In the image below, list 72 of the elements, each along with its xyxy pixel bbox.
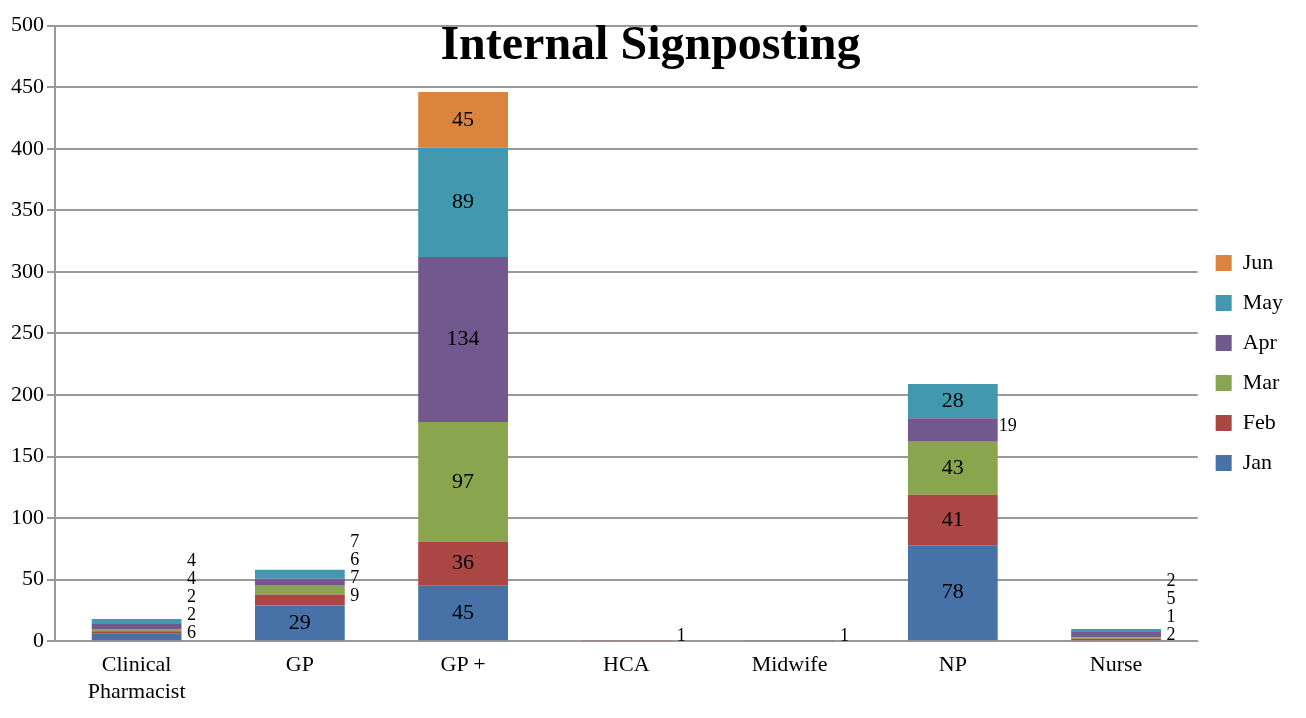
bar (254, 569, 345, 579)
bar (907, 383, 998, 419)
bar (1071, 631, 1161, 638)
y-tick-label: 500 (11, 11, 44, 37)
y-tick-label: 450 (11, 72, 44, 98)
y-tick-label: 250 (11, 319, 44, 345)
bar (254, 605, 345, 641)
data-label: 6 (350, 548, 360, 569)
bar (418, 422, 508, 542)
data-label: 28 (941, 386, 964, 412)
data-label: 134 (446, 325, 480, 351)
chart-title: Internal Signposting (440, 16, 861, 70)
bar (91, 623, 182, 629)
legend-label: Jun (1242, 248, 1274, 274)
legend-label: Feb (1242, 408, 1276, 434)
data-label: 89 (452, 188, 475, 214)
y-tick-label: 300 (11, 257, 44, 283)
data-label: 7 (350, 566, 360, 587)
bar (418, 585, 508, 641)
data-label: 1 (1166, 606, 1176, 627)
bar (254, 585, 345, 595)
bar (254, 594, 345, 606)
data-label: 36 (452, 549, 475, 575)
x-tick-label: GP (285, 651, 314, 677)
data-label: 43 (941, 454, 964, 479)
data-label: 97 (452, 467, 475, 493)
bar (91, 619, 182, 624)
bar (418, 147, 508, 258)
data-label: 6 (187, 621, 197, 642)
y-tick-label: 200 (11, 380, 44, 406)
data-label: 5 (1166, 588, 1176, 609)
data-label: 2 (187, 585, 197, 606)
y-tick-label: 350 (11, 196, 44, 222)
y-tick-label: 150 (11, 442, 44, 468)
bar (418, 541, 508, 586)
bar (907, 494, 998, 546)
bar (418, 92, 508, 148)
data-label: 4 (187, 567, 197, 588)
data-label: 7 (350, 530, 360, 551)
x-tick-label: Clinical Pharmacist (87, 651, 186, 703)
data-label: 29 (288, 608, 311, 634)
x-tick-label: Nurse (1089, 651, 1143, 677)
bar (907, 545, 998, 641)
data-label: 9 (350, 584, 360, 605)
bar (418, 257, 508, 423)
y-tick-label: 400 (11, 134, 44, 160)
x-tick-label: Midwife (751, 651, 828, 677)
legend-label: May (1242, 288, 1283, 314)
data-label: 45 (452, 598, 475, 624)
data-label: 2 (1166, 624, 1176, 645)
legend-label: Mar (1242, 368, 1280, 394)
bar (907, 418, 998, 442)
legend-label: Jan (1242, 448, 1272, 474)
bar (91, 633, 182, 641)
x-tick-label: GP + (440, 651, 486, 677)
bar (254, 578, 345, 586)
data-label: 4 (187, 549, 197, 570)
data-label: 41 (941, 505, 964, 531)
y-tick-label: 100 (11, 503, 44, 529)
data-label: 78 (941, 578, 964, 604)
bar (907, 441, 998, 495)
data-label: 19 (998, 414, 1017, 435)
legend-label: Apr (1242, 328, 1278, 354)
x-tick-label: NP (938, 651, 967, 677)
data-label: 1 (839, 624, 849, 645)
data-label: 2 (1166, 570, 1176, 591)
data-label: 45 (452, 105, 475, 131)
data-label: 2 (187, 603, 197, 624)
y-tick-label: 50 (22, 565, 44, 591)
y-tick-label: 0 (33, 626, 44, 652)
data-label: 1 (676, 624, 686, 645)
x-tick-label: HCA (603, 651, 650, 677)
